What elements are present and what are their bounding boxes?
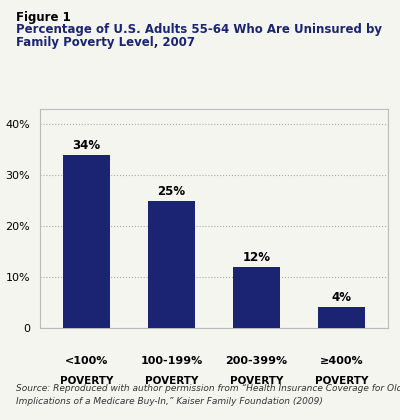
- Text: 12%: 12%: [242, 251, 270, 264]
- Bar: [148, 201, 195, 328]
- Text: Percentage of U.S. Adults 55-64 Who Are Uninsured by: Percentage of U.S. Adults 55-64 Who Are …: [16, 23, 382, 36]
- Bar: [63, 155, 110, 328]
- Text: 4%: 4%: [331, 291, 351, 304]
- Text: 100-199%: 100-199%: [140, 356, 203, 365]
- Bar: [233, 267, 280, 328]
- Text: POVERTY: POVERTY: [60, 376, 113, 386]
- Text: 200-399%: 200-399%: [225, 356, 288, 365]
- Text: POVERTY: POVERTY: [315, 376, 368, 386]
- Text: Family Poverty Level, 2007: Family Poverty Level, 2007: [16, 36, 195, 49]
- Text: <100%: <100%: [65, 356, 108, 365]
- Text: 25%: 25%: [158, 184, 186, 197]
- Text: POVERTY: POVERTY: [230, 376, 283, 386]
- Text: ≥400%: ≥400%: [320, 356, 363, 365]
- Text: POVERTY: POVERTY: [145, 376, 198, 386]
- Bar: [318, 307, 365, 328]
- Text: Figure 1: Figure 1: [16, 10, 71, 24]
- Text: 34%: 34%: [73, 139, 101, 152]
- Text: Source: Reproduced with author permission from “Health Insurance Coverage for Ol: Source: Reproduced with author permissio…: [16, 384, 400, 406]
